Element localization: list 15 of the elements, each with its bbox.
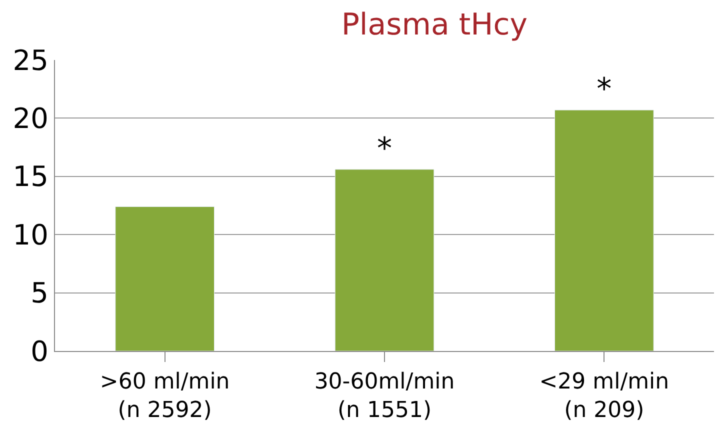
x-tick-label: <29 ml/min (n 209) bbox=[539, 369, 670, 423]
y-tick-label: 15 bbox=[12, 160, 48, 194]
data-label: * bbox=[377, 131, 392, 166]
bar bbox=[115, 206, 215, 351]
y-tick-label: 20 bbox=[12, 102, 48, 135]
bar bbox=[554, 110, 654, 351]
data-label: * bbox=[596, 72, 612, 108]
x-tick-label: 30-60ml/min (n 1551) bbox=[314, 369, 455, 423]
y-tick-label: 0 bbox=[30, 334, 48, 368]
y-tick-label: 10 bbox=[12, 218, 48, 252]
chart-title: Plasma tHcy bbox=[341, 7, 528, 42]
bar bbox=[334, 169, 434, 351]
x-tick-label: >60 ml/min (n 2592) bbox=[100, 369, 230, 423]
y-tick-label: 5 bbox=[30, 276, 48, 310]
y-tick-label: 25 bbox=[12, 44, 48, 77]
